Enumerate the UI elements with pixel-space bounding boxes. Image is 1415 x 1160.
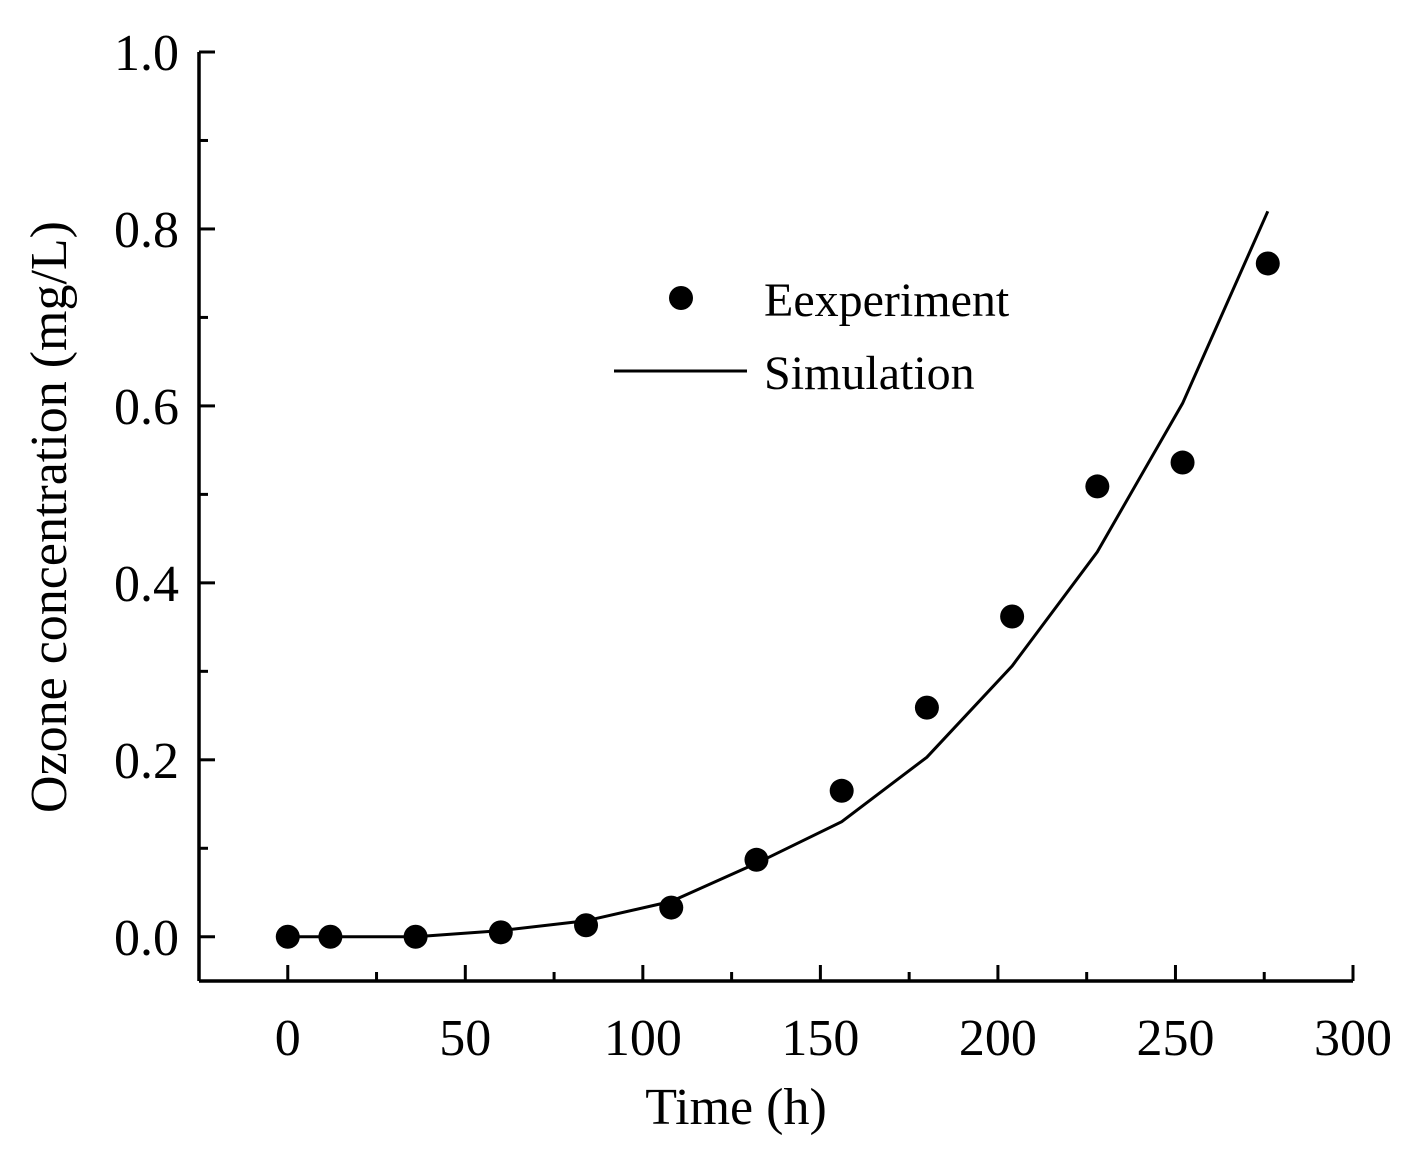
y-tick-label: 0.2 [114, 733, 179, 790]
experiment-point [1085, 474, 1110, 499]
axes [197, 52, 1353, 983]
experiment-point [829, 778, 854, 803]
experiment-point [659, 895, 684, 920]
experiment-point [914, 695, 939, 720]
y-tick-label: 1.0 [114, 25, 179, 82]
x-axis-title: Time (h) [645, 1079, 827, 1136]
legend: Eexperiment Simulation [614, 274, 1010, 400]
experiment-point [318, 924, 343, 949]
experiment-point [1170, 450, 1195, 475]
x-tick-label: 0 [275, 1010, 301, 1067]
y-axis-title: Ozone concentration (mg/L) [21, 221, 78, 813]
x-tick-label: 50 [439, 1010, 491, 1067]
experiment-point [403, 924, 428, 949]
x-tick-label: 200 [959, 1010, 1037, 1067]
experiment-point [488, 920, 513, 945]
y-tick-label: 0.6 [114, 379, 179, 436]
experiment-point [574, 913, 599, 938]
x-tick-label: 150 [781, 1010, 859, 1067]
series-layer [275, 210, 1280, 949]
x-tick-label: 250 [1136, 1010, 1214, 1067]
legend-marker-experiment [669, 286, 693, 310]
legend-label-experiment: Eexperiment [764, 274, 1010, 327]
x-tick-label: 300 [1314, 1010, 1392, 1067]
experiment-point [1255, 251, 1280, 276]
y-tick-label: 0.0 [114, 910, 179, 967]
experiment-point [275, 924, 300, 949]
legend-label-simulation: Simulation [764, 347, 975, 400]
ticks: 0 50 100 150 200 250 300 0.0 0.2 0.4 0.6 0.8 1.0 [114, 25, 1392, 1067]
experiment-point [1000, 604, 1025, 629]
x-tick-label: 100 [604, 1010, 682, 1067]
y-tick-label: 0.8 [114, 202, 179, 259]
y-tick-label: 0.4 [114, 556, 179, 613]
experiment-point [744, 847, 769, 872]
